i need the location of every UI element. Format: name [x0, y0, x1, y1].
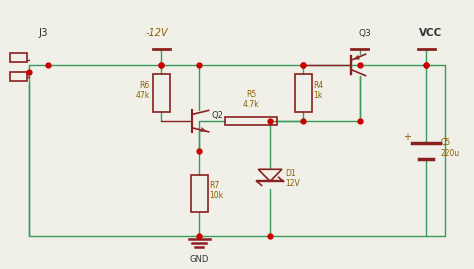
Bar: [225, 117, 277, 125]
Text: R5
4.7k: R5 4.7k: [243, 90, 259, 109]
Bar: [10, 53, 27, 62]
Bar: [191, 175, 208, 212]
Text: D1
12V: D1 12V: [285, 169, 300, 188]
Text: +: +: [403, 132, 411, 142]
Bar: [153, 74, 170, 112]
Bar: [295, 74, 312, 112]
Text: VCC: VCC: [419, 28, 442, 38]
Text: R4
1k: R4 1k: [314, 81, 324, 100]
Text: -12V: -12V: [146, 28, 168, 38]
Bar: [10, 72, 27, 81]
Text: R6
47k: R6 47k: [135, 81, 150, 100]
Text: R7
10k: R7 10k: [210, 181, 224, 200]
Text: GND: GND: [190, 255, 209, 264]
Text: J3: J3: [38, 28, 48, 38]
Text: C5
220u: C5 220u: [440, 138, 459, 158]
Text: Q2: Q2: [211, 111, 223, 120]
Text: Q3: Q3: [358, 29, 371, 38]
